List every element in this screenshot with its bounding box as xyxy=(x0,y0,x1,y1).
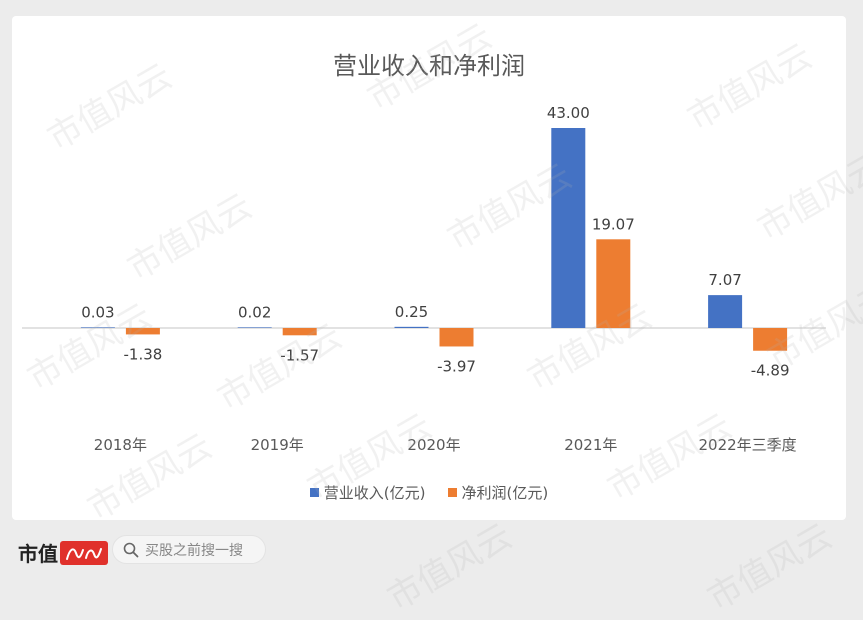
brand-seal-icon xyxy=(60,540,108,565)
chart-legend: 营业收入(亿元) 净利润(亿元) xyxy=(12,482,846,503)
chart-card: 营业收入和净利润 0.03 -1.38 2018年 0.02 -1.57 2019年 0.2… xyxy=(12,16,846,520)
bar-revenue-2 xyxy=(394,326,429,328)
bar-chart: 0.03 -1.38 2018年 0.02 -1.57 2019年 0.25 -3.97 202… xyxy=(22,104,826,454)
x-tick-label-0: 2018年 xyxy=(94,436,147,454)
data-label-revenue-0: 0.03 xyxy=(81,303,114,321)
legend-item-revenue: 营业收入(亿元) xyxy=(309,482,426,503)
bar-net-profit-1 xyxy=(282,328,317,336)
data-label-revenue-2: 0.25 xyxy=(395,303,428,321)
brand-name: 市值 xyxy=(18,542,58,566)
data-label-net-profit-4: -4.89 xyxy=(751,362,790,380)
legend-swatch-net-profit xyxy=(447,488,457,497)
x-tick-label-1: 2019年 xyxy=(251,436,304,454)
legend-item-net-profit: 净利润(亿元) xyxy=(447,482,549,503)
data-label-net-profit-3: 19.07 xyxy=(592,215,635,233)
search-icon xyxy=(123,542,139,557)
bar-net-profit-0 xyxy=(125,328,160,335)
bar-net-profit-2 xyxy=(439,328,474,347)
bar-revenue-1 xyxy=(237,327,272,328)
x-tick-label-3: 2021年 xyxy=(564,436,617,454)
x-tick-label-2: 2020年 xyxy=(407,436,460,454)
chart-title: 营业收入和净利润 xyxy=(333,52,525,80)
bar-revenue-4 xyxy=(708,295,743,328)
search-placeholder: 买股之前搜一搜 xyxy=(145,542,243,559)
bar-revenue-0 xyxy=(80,327,115,328)
data-label-revenue-1: 0.02 xyxy=(238,303,271,321)
bar-revenue-3 xyxy=(551,128,586,328)
data-label-revenue-4: 7.07 xyxy=(708,271,741,289)
data-label-net-profit-0: -1.38 xyxy=(123,345,162,363)
legend-swatch-revenue xyxy=(309,488,319,497)
legend-label-net-profit: 净利润(亿元) xyxy=(461,484,549,502)
search-box[interactable]: 买股之前搜一搜 xyxy=(112,535,266,564)
x-tick-label-4: 2022年三季度 xyxy=(699,436,797,454)
data-label-net-profit-2: -3.97 xyxy=(437,357,476,375)
bar-net-profit-3 xyxy=(596,239,631,328)
data-label-revenue-3: 43.00 xyxy=(547,104,590,122)
data-label-net-profit-1: -1.57 xyxy=(280,346,319,364)
brand-logo[interactable]: 市值 xyxy=(18,538,108,567)
footer-bar: 市值 买股之前搜一搜 xyxy=(0,524,863,579)
legend-label-revenue: 营业收入(亿元) xyxy=(323,484,426,502)
bar-net-profit-4 xyxy=(753,328,788,351)
